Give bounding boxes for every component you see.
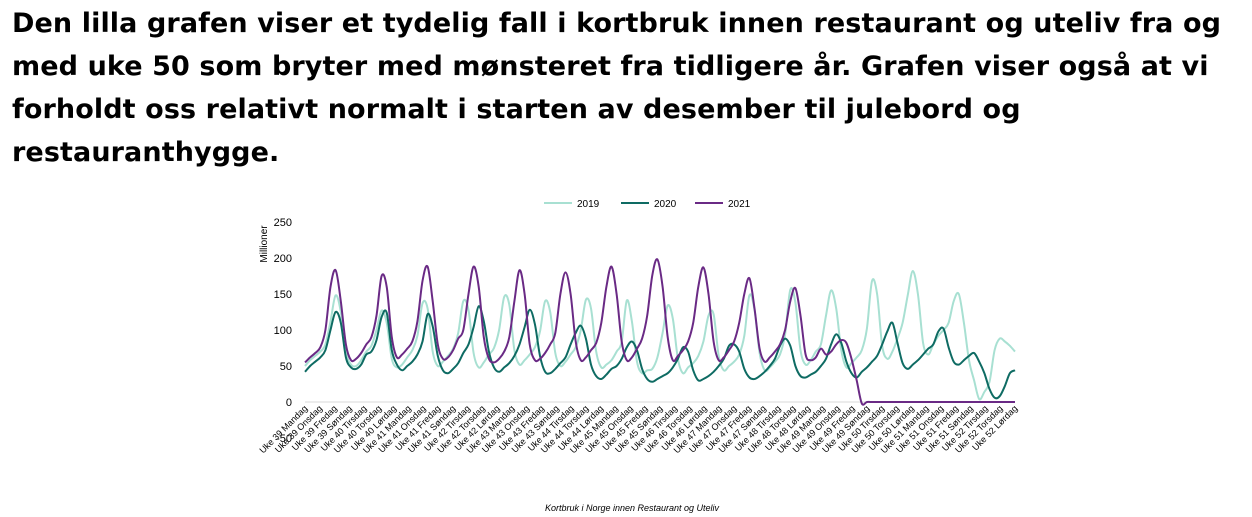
y-tick-label: 100 <box>274 325 292 337</box>
y-tick-label: 50 <box>280 361 292 373</box>
legend-label-2021: 2021 <box>728 199 751 210</box>
legend-label-2019: 2019 <box>577 199 600 210</box>
headline-text: Den lilla grafen viser et tydelig fall i… <box>12 8 1222 168</box>
series-line-2020 <box>304 305 1016 400</box>
y-tick-label: -50 <box>276 433 292 445</box>
y-tick-label: 250 <box>274 217 292 229</box>
series-line-2021 <box>304 258 1015 406</box>
y-tick-label: 200 <box>274 253 292 265</box>
y-tick-label: 150 <box>274 289 292 301</box>
chart-caption: Kortbruk i Norge innen Restaurant og Ute… <box>545 503 720 513</box>
y-axis-title: Millioner <box>259 225 270 263</box>
series-line-2019 <box>304 269 1016 401</box>
legend-label-2020: 2020 <box>654 199 677 210</box>
y-tick-label: 0 <box>286 397 292 409</box>
